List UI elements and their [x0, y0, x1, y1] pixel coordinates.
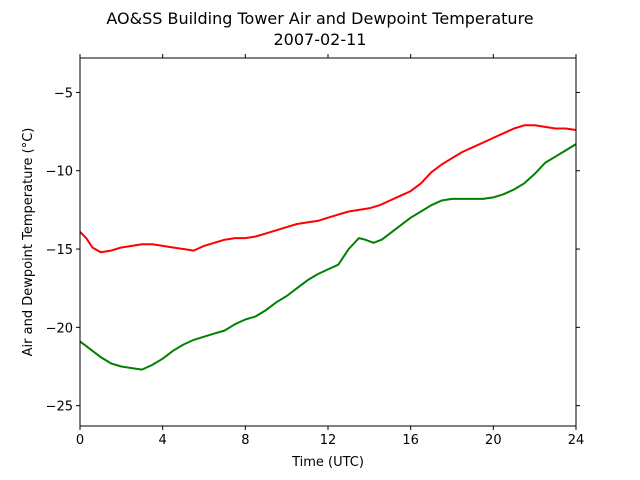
- series-layer: [79, 124, 577, 371]
- chart-title: AO&SS Building Tower Air and Dewpoint Te…: [106, 9, 533, 28]
- x-axis-label: Time (UTC): [291, 455, 364, 470]
- x-tick-label: 4: [159, 433, 167, 448]
- y-tick-label: −25: [46, 400, 73, 415]
- y-axis-label: Air and Dewpoint Temperature (°C): [21, 128, 36, 357]
- x-tick-label: 16: [402, 433, 419, 448]
- x-tick-label: 12: [320, 433, 337, 448]
- y-tick-label: −10: [46, 165, 73, 180]
- x-tick-label: 20: [485, 433, 502, 448]
- y-tick-label: −5: [54, 86, 73, 101]
- x-tick-label: 0: [76, 433, 84, 448]
- plot-area: [80, 58, 576, 426]
- x-tick-label: 24: [568, 433, 585, 448]
- series-line-1: [79, 124, 577, 254]
- x-tick-label: 8: [241, 433, 249, 448]
- tick-layer: 0 4 8 12 16 20 24 −25 −20 −15 −10 −5: [46, 54, 585, 448]
- series-line-2: [79, 143, 577, 371]
- y-tick-label: −20: [46, 321, 73, 336]
- y-tick-label: −15: [46, 243, 73, 258]
- plot-frame: [79, 57, 577, 427]
- chart-subtitle: 2007-02-11: [274, 30, 367, 49]
